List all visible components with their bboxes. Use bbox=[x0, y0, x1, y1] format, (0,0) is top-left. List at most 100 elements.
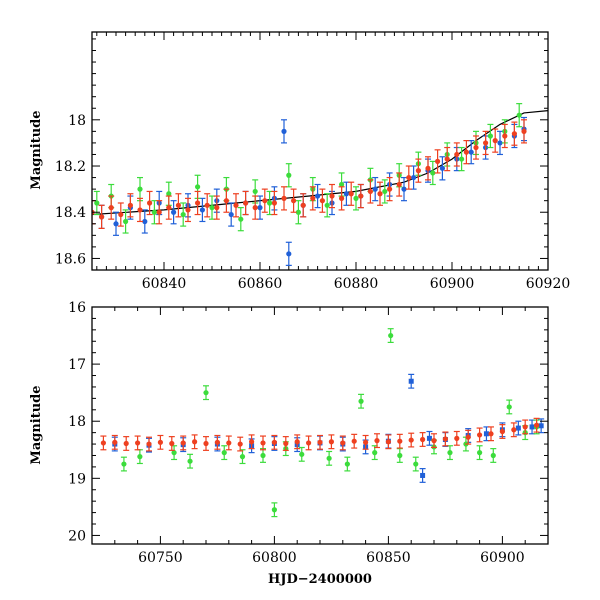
data-point bbox=[169, 440, 175, 447]
data-point bbox=[108, 205, 114, 211]
data-point bbox=[483, 140, 489, 146]
plot-area bbox=[100, 328, 545, 518]
data-point bbox=[243, 200, 249, 206]
y-tick-label: 18.6 bbox=[55, 251, 86, 267]
data-point bbox=[94, 200, 100, 206]
x-tick-label: 60860 bbox=[238, 276, 283, 292]
data-point bbox=[444, 156, 450, 162]
data-point bbox=[221, 450, 227, 456]
data-point bbox=[521, 128, 527, 134]
data-point bbox=[377, 191, 383, 197]
x-tick-label: 60850 bbox=[366, 550, 411, 566]
y-tick-label: 16 bbox=[68, 300, 86, 316]
data-point bbox=[137, 454, 143, 460]
data-point bbox=[388, 332, 394, 339]
series-2 bbox=[100, 417, 540, 452]
data-point bbox=[237, 441, 243, 447]
data-point bbox=[260, 440, 266, 446]
data-point bbox=[252, 205, 258, 211]
data-point bbox=[497, 140, 503, 146]
data-point bbox=[281, 195, 287, 201]
data-point bbox=[538, 423, 544, 429]
data-point bbox=[310, 195, 316, 201]
data-point bbox=[187, 458, 193, 464]
data-point bbox=[408, 378, 414, 384]
data-point bbox=[425, 165, 431, 171]
data-point bbox=[180, 211, 186, 218]
data-point bbox=[492, 138, 498, 144]
data-point bbox=[516, 112, 522, 118]
data-point bbox=[175, 202, 181, 208]
data-point bbox=[473, 144, 479, 151]
data-point bbox=[271, 439, 277, 445]
model-curve bbox=[92, 110, 548, 216]
data-point bbox=[397, 452, 403, 459]
data-point bbox=[166, 205, 172, 211]
data-point bbox=[249, 439, 255, 445]
axes-frame bbox=[91, 31, 549, 271]
data-point bbox=[233, 202, 239, 208]
x-tick-label: 60900 bbox=[480, 550, 525, 566]
data-point bbox=[487, 133, 493, 139]
y-tick-label: 18.4 bbox=[55, 205, 86, 221]
data-point bbox=[228, 211, 234, 218]
data-point bbox=[515, 425, 521, 431]
data-point bbox=[112, 439, 118, 445]
data-point bbox=[506, 404, 512, 410]
data-point bbox=[262, 198, 268, 204]
data-point bbox=[477, 432, 483, 438]
bottom-panel: 60750 60800 60850 60900 16 17 18 19 20 bbox=[68, 300, 549, 566]
data-point bbox=[351, 438, 357, 444]
data-point bbox=[420, 472, 426, 478]
data-point bbox=[209, 205, 215, 211]
data-point bbox=[459, 156, 465, 162]
data-point bbox=[283, 440, 289, 447]
data-point bbox=[339, 195, 345, 201]
data-point bbox=[401, 186, 407, 192]
data-point bbox=[385, 439, 391, 445]
y-axis-label-top: Magnitude bbox=[29, 110, 44, 189]
data-point bbox=[468, 149, 474, 155]
data-point bbox=[490, 452, 496, 459]
data-point bbox=[137, 207, 143, 213]
data-point bbox=[488, 431, 494, 437]
data-point bbox=[204, 202, 210, 208]
data-point bbox=[142, 218, 148, 225]
data-point bbox=[502, 133, 508, 139]
data-point bbox=[195, 184, 201, 190]
y-tick-label: 18 bbox=[68, 113, 86, 129]
x-tick-label: 60900 bbox=[430, 276, 475, 292]
data-point bbox=[483, 431, 489, 437]
data-point bbox=[223, 198, 229, 204]
data-point bbox=[324, 202, 330, 208]
data-point bbox=[238, 216, 244, 222]
data-point bbox=[281, 128, 287, 134]
data-point bbox=[442, 436, 448, 442]
data-point bbox=[522, 424, 528, 430]
data-point bbox=[463, 149, 469, 155]
data-point bbox=[426, 435, 432, 441]
data-point bbox=[363, 439, 369, 445]
data-point bbox=[415, 168, 421, 174]
data-point bbox=[420, 436, 426, 443]
data-point bbox=[147, 200, 153, 206]
data-point bbox=[214, 205, 220, 211]
data-point bbox=[180, 440, 186, 446]
axes-frame bbox=[91, 306, 549, 545]
data-point bbox=[260, 452, 266, 459]
data-point bbox=[326, 455, 332, 461]
data-point bbox=[511, 131, 517, 137]
data-point bbox=[121, 461, 127, 467]
data-point bbox=[348, 191, 354, 197]
data-point bbox=[252, 188, 258, 195]
data-point bbox=[135, 440, 141, 446]
data-point bbox=[156, 209, 162, 215]
data-point bbox=[454, 151, 460, 158]
data-point bbox=[439, 165, 445, 171]
data-point bbox=[226, 440, 232, 446]
data-point bbox=[195, 200, 201, 206]
data-point bbox=[511, 427, 517, 433]
y-axis-label-bottom: Magnitude bbox=[29, 385, 44, 464]
data-point bbox=[397, 438, 403, 444]
x-tick-label: 60920 bbox=[526, 276, 571, 292]
